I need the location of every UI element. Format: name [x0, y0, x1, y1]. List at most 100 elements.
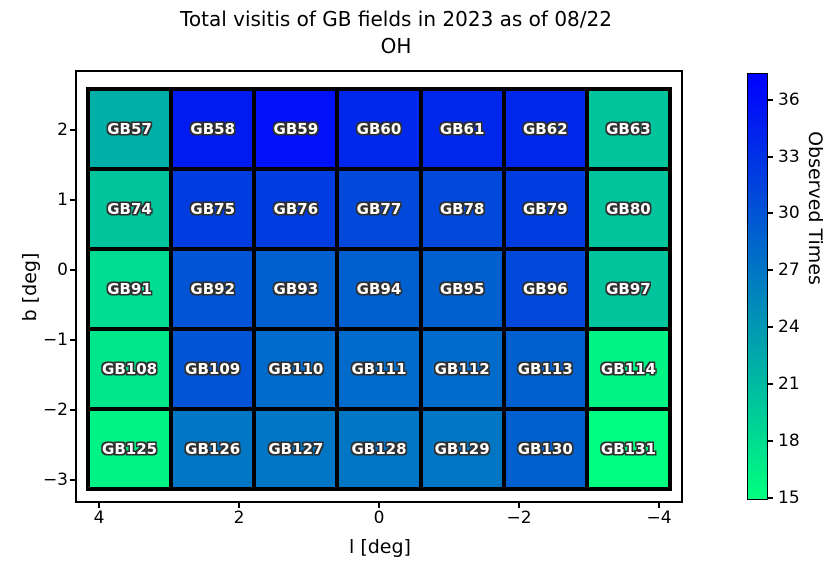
heatmap-cell-label: GB94 [356, 280, 402, 298]
heatmap-cell: GB76 [254, 169, 338, 249]
heatmap-cell: GB129 [420, 409, 504, 489]
chart-title-line2: OH [380, 34, 412, 58]
heatmap-cell-label: GB109 [185, 360, 241, 378]
heatmap-cell: GB62 [503, 89, 587, 169]
heatmap-cell-label: GB126 [185, 440, 241, 458]
y-tick-mark [70, 339, 75, 341]
y-tick-mark [70, 269, 75, 271]
y-tick-label: 1 [57, 190, 68, 210]
heatmap: GB57 GB58 GB59 GB60 GB61 GB62 GB63 GB74 GB75 GB76… [86, 87, 672, 491]
heatmap-cell-label: GB96 [522, 280, 568, 298]
chart-title: Total visitis of GB fields in 2023 as of… [0, 6, 792, 60]
heatmap-cell-label: GB114 [600, 360, 656, 378]
y-tick-mark [70, 199, 75, 201]
heatmap-cell: GB60 [337, 89, 421, 169]
heatmap-cell-label: GB91 [107, 280, 152, 298]
colorbar-tick-mark [768, 383, 773, 386]
heatmap-cell-label: GB129 [434, 440, 490, 458]
colorbar-tick-mark [768, 326, 773, 329]
heatmap-cell: GB59 [254, 89, 338, 169]
colorbar-tick-label: 27 [778, 260, 800, 281]
heatmap-cell-label: GB93 [273, 280, 319, 298]
heatmap-cell: GB63 [586, 89, 670, 169]
heatmap-cell-label: GB57 [107, 120, 152, 138]
heatmap-cell: GB125 [88, 409, 172, 489]
heatmap-cell: GB109 [171, 329, 255, 409]
heatmap-cell: GB126 [171, 409, 255, 489]
chart-title-line1: Total visitis of GB fields in 2023 as of… [180, 7, 612, 31]
y-tick-label: −2 [42, 400, 68, 420]
heatmap-cell: GB79 [503, 169, 587, 249]
colorbar-tick-label: 24 [778, 317, 800, 338]
y-tick-label: −3 [42, 470, 68, 490]
heatmap-cell: GB80 [586, 169, 670, 249]
heatmap-cell: GB78 [420, 169, 504, 249]
heatmap-cell-label: GB128 [351, 440, 407, 458]
heatmap-cell-label: GB92 [190, 280, 236, 298]
heatmap-cell: GB57 [88, 89, 172, 169]
x-tick-mark [378, 503, 380, 508]
heatmap-cell: GB128 [337, 409, 421, 489]
heatmap-cell: GB94 [337, 249, 421, 329]
heatmap-cell: GB127 [254, 409, 338, 489]
heatmap-cell: GB97 [586, 249, 670, 329]
y-tick-label: 2 [57, 120, 68, 140]
heatmap-cell-label: GB127 [268, 440, 324, 458]
colorbar-tick-mark [768, 98, 773, 101]
x-tick-label: −2 [506, 508, 532, 528]
colorbar-tick-mark [768, 269, 773, 272]
y-tick-mark [70, 409, 75, 411]
heatmap-cell-label: GB110 [268, 360, 324, 378]
heatmap-cell-label: GB79 [522, 200, 568, 218]
heatmap-cell: GB111 [337, 329, 421, 409]
y-tick-mark [70, 129, 75, 131]
colorbar-label: Observed Times [804, 131, 826, 285]
heatmap-cell: GB114 [586, 329, 670, 409]
heatmap-cell-label: GB113 [517, 360, 573, 378]
x-axis-label: l [deg] [349, 536, 411, 558]
heatmap-cell: GB131 [586, 409, 670, 489]
heatmap-cell: GB130 [503, 409, 587, 489]
heatmap-cell: GB96 [503, 249, 587, 329]
colorbar-tick-mark [768, 155, 773, 158]
x-tick-label: 0 [373, 508, 385, 528]
heatmap-cell-label: GB58 [190, 120, 236, 138]
x-tick-mark [98, 503, 100, 508]
heatmap-cell: GB92 [171, 249, 255, 329]
heatmap-cell-label: GB59 [273, 120, 319, 138]
heatmap-cell-label: GB131 [600, 440, 656, 458]
x-tick-mark [238, 503, 240, 508]
heatmap-cell-label: GB112 [434, 360, 490, 378]
x-tick-mark [518, 503, 520, 508]
y-axis-label: b [deg] [19, 252, 41, 322]
x-tick-label: −4 [646, 508, 672, 528]
colorbar-tick-label: 30 [778, 203, 800, 224]
heatmap-cell-label: GB60 [356, 120, 402, 138]
heatmap-cell-label: GB62 [522, 120, 568, 138]
heatmap-cell-label: GB74 [107, 200, 152, 218]
heatmap-cell-label: GB77 [356, 200, 402, 218]
heatmap-cell: GB112 [420, 329, 504, 409]
heatmap-cell: GB113 [503, 329, 587, 409]
colorbar-tick-label: 33 [778, 146, 800, 167]
heatmap-cell-label: GB75 [190, 200, 236, 218]
y-tick-label: −1 [42, 330, 68, 350]
heatmap-cell-label: GB63 [606, 120, 651, 138]
heatmap-cell: GB95 [420, 249, 504, 329]
heatmap-cell-label: GB61 [439, 120, 485, 138]
heatmap-cell: GB93 [254, 249, 338, 329]
x-tick-mark [658, 503, 660, 508]
heatmap-cell: GB58 [171, 89, 255, 169]
heatmap-cell: GB77 [337, 169, 421, 249]
colorbar-tick-mark [768, 440, 773, 443]
heatmap-cell-label: GB80 [606, 200, 651, 218]
heatmap-cell-label: GB130 [517, 440, 573, 458]
heatmap-cell-label: GB108 [102, 360, 158, 378]
colorbar-tick-label: 36 [778, 89, 800, 110]
heatmap-cell: GB110 [254, 329, 338, 409]
heatmap-cell-label: GB95 [439, 280, 485, 298]
heatmap-cell-label: GB111 [351, 360, 407, 378]
heatmap-cell: GB91 [88, 249, 172, 329]
colorbar-tick-label: 15 [778, 488, 800, 509]
